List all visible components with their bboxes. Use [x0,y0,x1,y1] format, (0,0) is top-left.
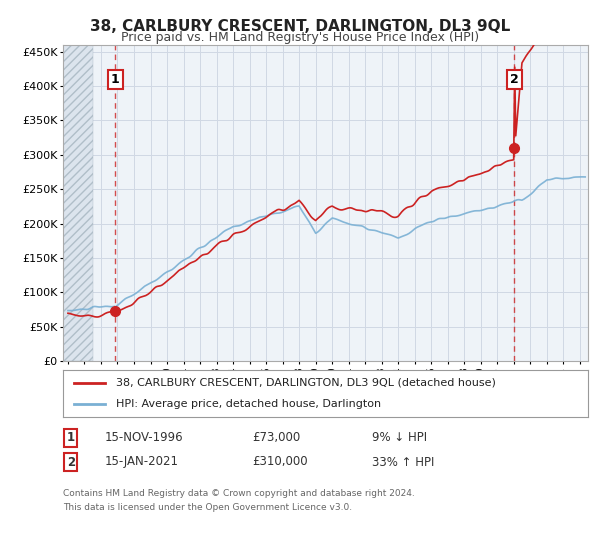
Text: 2: 2 [510,73,519,86]
Text: Price paid vs. HM Land Registry's House Price Index (HPI): Price paid vs. HM Land Registry's House … [121,31,479,44]
Text: HPI: Average price, detached house, Darlington: HPI: Average price, detached house, Darl… [115,399,380,409]
Text: 1: 1 [67,431,75,445]
Text: This data is licensed under the Open Government Licence v3.0.: This data is licensed under the Open Gov… [63,503,352,512]
Text: 1: 1 [111,73,120,86]
Text: 38, CARLBURY CRESCENT, DARLINGTON, DL3 9QL (detached house): 38, CARLBURY CRESCENT, DARLINGTON, DL3 9… [115,378,496,388]
Text: Contains HM Land Registry data © Crown copyright and database right 2024.: Contains HM Land Registry data © Crown c… [63,489,415,498]
Text: 33% ↑ HPI: 33% ↑ HPI [372,455,434,469]
Text: 38, CARLBURY CRESCENT, DARLINGTON, DL3 9QL: 38, CARLBURY CRESCENT, DARLINGTON, DL3 9… [90,19,510,34]
Text: 9% ↓ HPI: 9% ↓ HPI [372,431,427,445]
Text: 2: 2 [67,455,75,469]
Text: 15-JAN-2021: 15-JAN-2021 [105,455,179,469]
Text: £310,000: £310,000 [252,455,308,469]
Text: £73,000: £73,000 [252,431,300,445]
Bar [63,45,93,361]
Text: 15-NOV-1996: 15-NOV-1996 [105,431,184,445]
